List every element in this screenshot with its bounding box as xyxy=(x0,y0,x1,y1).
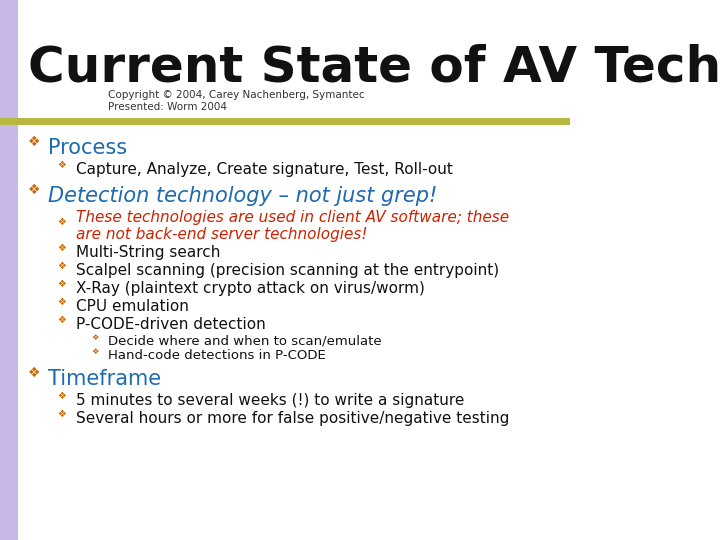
Text: are not back-end server technologies!: are not back-end server technologies! xyxy=(76,227,367,242)
Text: P-CODE-driven detection: P-CODE-driven detection xyxy=(76,317,266,332)
Text: ❖: ❖ xyxy=(58,160,66,171)
Text: ❖: ❖ xyxy=(58,392,66,401)
Text: Multi-String search: Multi-String search xyxy=(76,245,220,260)
Text: Current State of AV Technology: Current State of AV Technology xyxy=(28,44,720,92)
Bar xyxy=(0,118,570,125)
Text: Copyright © 2004, Carey Nachenberg, Symantec: Copyright © 2004, Carey Nachenberg, Syma… xyxy=(108,90,364,100)
Text: ❖: ❖ xyxy=(28,367,40,380)
Text: ❖: ❖ xyxy=(58,217,66,227)
Text: ❖: ❖ xyxy=(58,298,66,307)
Text: ❖: ❖ xyxy=(28,184,40,198)
Text: ❖: ❖ xyxy=(91,347,99,356)
Text: ❖: ❖ xyxy=(58,261,66,272)
Text: ❖: ❖ xyxy=(58,244,66,253)
Text: CPU emulation: CPU emulation xyxy=(76,299,189,314)
Text: ❖: ❖ xyxy=(58,409,66,420)
Text: Hand-code detections in P-CODE: Hand-code detections in P-CODE xyxy=(108,349,325,362)
Text: ❖: ❖ xyxy=(58,279,66,289)
Text: These technologies are used in client AV software; these: These technologies are used in client AV… xyxy=(76,210,509,225)
Text: 5 minutes to several weeks (!) to write a signature: 5 minutes to several weeks (!) to write … xyxy=(76,393,464,408)
Text: Several hours or more for false positive/negative testing: Several hours or more for false positive… xyxy=(76,411,509,426)
Text: X-Ray (plaintext crypto attack on virus/worm): X-Ray (plaintext crypto attack on virus/… xyxy=(76,281,425,296)
Text: ❖: ❖ xyxy=(58,315,66,326)
Text: Timeframe: Timeframe xyxy=(48,369,161,389)
Text: Process: Process xyxy=(48,138,127,158)
Text: Detection technology – not just grep!: Detection technology – not just grep! xyxy=(48,186,437,206)
Bar xyxy=(0,0,18,540)
Text: Presented: Worm 2004: Presented: Worm 2004 xyxy=(108,102,227,112)
Text: Scalpel scanning (precision scanning at the entrypoint): Scalpel scanning (precision scanning at … xyxy=(76,263,499,278)
Text: ❖: ❖ xyxy=(91,333,99,342)
Text: ❖: ❖ xyxy=(28,136,40,150)
Text: Decide where and when to scan/emulate: Decide where and when to scan/emulate xyxy=(108,335,382,348)
Text: Capture, Analyze, Create signature, Test, Roll-out: Capture, Analyze, Create signature, Test… xyxy=(76,162,453,177)
